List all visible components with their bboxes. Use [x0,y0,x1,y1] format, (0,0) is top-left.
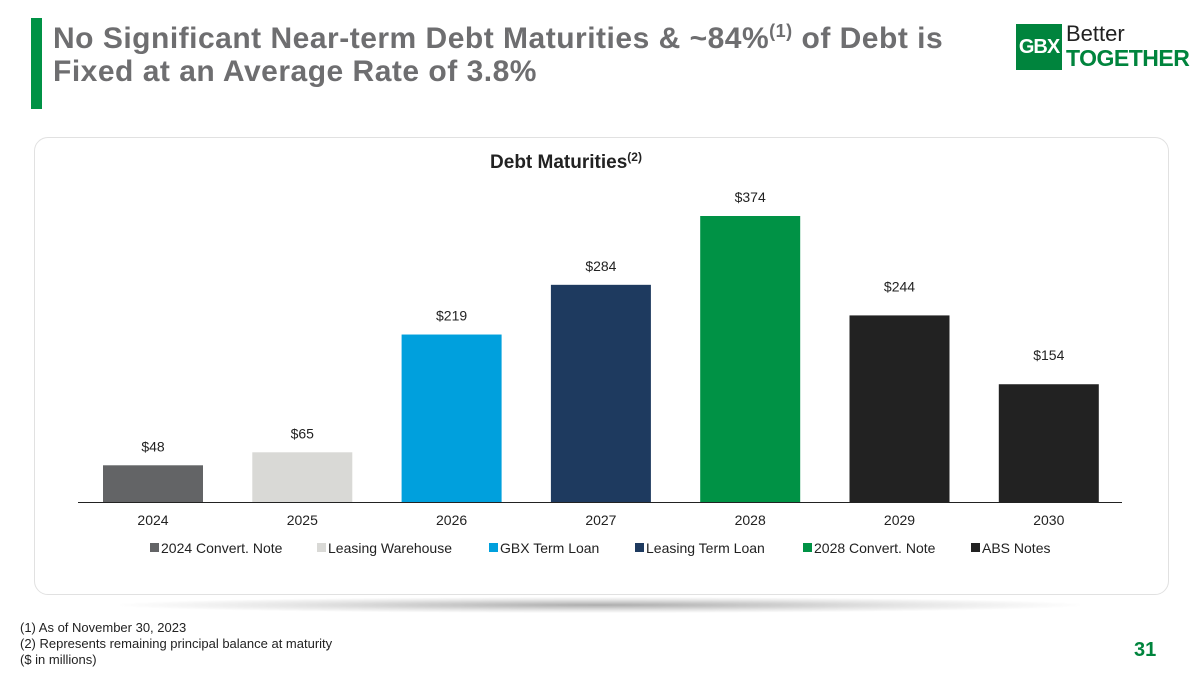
bar-2030 [998,384,1099,502]
bar-2028 [700,216,801,502]
footnote-1: (1) As of November 30, 2023 [20,620,187,635]
legend-label-3: Leasing Term Loan [646,540,765,556]
logo-together-text: TOGETHER [1066,45,1190,71]
panel-shadow [120,597,1080,613]
page-title: No Significant Near-term Debt Maturities… [53,22,1003,88]
legend-swatch-2 [489,543,498,552]
x-tick-label-2027: 2027 [585,512,616,528]
x-tick-label-2029: 2029 [884,512,915,528]
x-tick-label-2024: 2024 [137,512,168,528]
legend-label-0: 2024 Convert. Note [161,540,283,556]
bar-2027 [550,284,651,502]
legend-swatch-4 [803,543,812,552]
value-label-2024: $48 [141,438,165,454]
legend-label-4: 2028 Convert. Note [814,540,936,556]
page-title-text-1: No Significant Near-term Debt Maturities… [53,22,770,55]
chart-title: Debt Maturities(2) [490,150,642,173]
bar-2025 [252,452,353,502]
legend-label-5: ABS Notes [982,540,1050,556]
bar-2029 [849,315,950,502]
footnote-3: ($ in millions) [20,652,97,667]
value-label-2027: $284 [585,258,616,274]
bar-2024 [103,465,203,502]
legend-label-1: Leasing Warehouse [328,540,452,556]
gbx-logo: GBX Better TOGETHER [1016,21,1190,72]
legend-swatch-1 [317,543,326,552]
legend-swatch-5 [971,543,980,552]
footnote-2: (2) Represents remaining principal balan… [20,636,333,651]
legend-swatch-0 [150,543,159,552]
title-accent-bar [31,18,42,109]
footnotes: (1) As of November 30, 2023 (2) Represen… [20,620,332,668]
legend-swatch-3 [635,543,644,552]
value-label-2025: $65 [291,425,315,441]
page-number: 31 [1134,639,1157,661]
x-tick-label-2030: 2030 [1033,512,1064,528]
value-label-2030: $154 [1033,347,1064,363]
x-tick-label-2028: 2028 [735,512,766,528]
value-label-2028: $374 [735,189,766,205]
value-label-2029: $244 [884,278,915,294]
legend-label-2: GBX Term Loan [500,540,599,556]
logo-better-text: Better [1066,21,1125,46]
logo-mark: GBX [1016,24,1062,70]
x-tick-label-2025: 2025 [287,512,318,528]
page-title-text-2: of Debt is Fixed at an Average Rate of 3… [53,22,944,88]
value-label-2026: $219 [436,308,467,324]
x-tick-label-2026: 2026 [436,512,467,528]
page-title-footnote-ref: (1) [769,21,793,41]
bar-2026 [401,334,502,502]
